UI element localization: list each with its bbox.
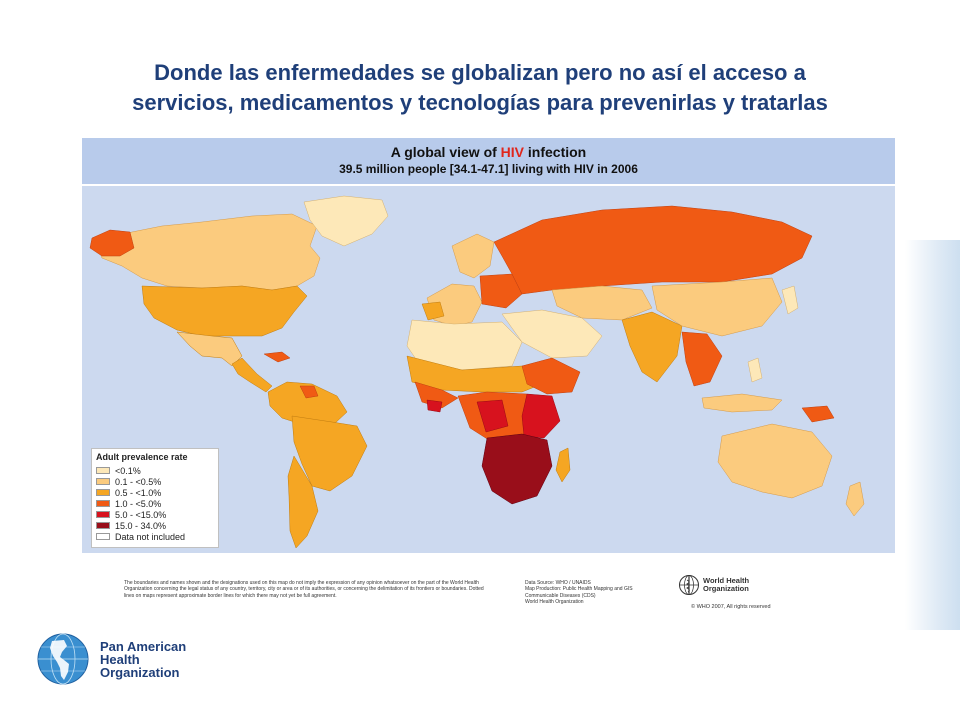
- region-japan-korea: [781, 285, 799, 315]
- region-spain-portugal: [421, 301, 445, 321]
- who-name-line1: World Health: [703, 576, 750, 585]
- region-mexico: [176, 331, 243, 367]
- region-south-america-north: [267, 381, 348, 427]
- legend-label: 5.0 - <15.0%: [115, 509, 167, 520]
- legend-item: 15.0 - 34.0%: [96, 520, 214, 531]
- region-horn-of-africa: [521, 357, 581, 395]
- legend-label: Data not included: [115, 531, 186, 542]
- region-central-asia: [551, 285, 653, 321]
- legend-label: 1.0 - <5.0%: [115, 498, 162, 509]
- legend-item: 0.5 - <1.0%: [96, 487, 214, 498]
- hiv-map-panel: A global view of HIV infection 39.5 mill…: [82, 138, 895, 553]
- region-central-africa-high: [476, 399, 509, 433]
- copyright: © WHO 2007, All rights reserved: [691, 604, 771, 610]
- map-title-highlight: HIV: [500, 144, 525, 160]
- region-greenland: [303, 195, 389, 247]
- region-middle-east: [501, 309, 603, 359]
- region-usa: [141, 285, 308, 337]
- region-south-america-south: [287, 455, 319, 549]
- who-emblem-icon: [679, 575, 699, 595]
- map-title-prefix: A global view of: [390, 144, 501, 160]
- legend-swatch: [96, 489, 110, 496]
- region-brazil: [291, 415, 368, 492]
- region-china: [651, 277, 783, 337]
- region-east-africa: [521, 393, 561, 439]
- map-header: A global view of HIV infection 39.5 mill…: [82, 138, 895, 186]
- world-map: [89, 195, 865, 549]
- legend-label: 0.1 - <0.5%: [115, 476, 162, 487]
- region-guyana: [299, 385, 319, 399]
- legend-label: 0.5 - <1.0%: [115, 487, 162, 498]
- americas-globe-icon: [37, 633, 89, 685]
- slide-title: Donde las enfermedades se globalizan per…: [40, 58, 920, 118]
- source-line: Communicable Diseases (CDS): [525, 592, 596, 599]
- region-philippines: [747, 357, 763, 383]
- region-alaska: [89, 229, 135, 257]
- org-name-line2: Health: [100, 651, 140, 667]
- region-scandinavia: [451, 233, 495, 279]
- map-title-suffix: infection: [524, 144, 587, 160]
- legend-item: 1.0 - <5.0%: [96, 498, 214, 509]
- region-australia: [717, 423, 833, 499]
- who-logo: World Health Organization: [678, 574, 749, 596]
- legend-item: <0.1%: [96, 465, 214, 476]
- data-source: Data Source: WHO / UNAIDS Map Production…: [525, 580, 665, 606]
- map-footer: The boundaries and names shown and the d…: [82, 560, 895, 628]
- legend: Adult prevalence rate <0.1% 0.1 - <0.5% …: [91, 448, 219, 548]
- decorative-stripe: [905, 240, 960, 630]
- source-line: Data Source: WHO / UNAIDS: [525, 580, 591, 586]
- source-line: Map Production: Public Health Mapping an…: [525, 586, 633, 593]
- legend-swatch: [96, 522, 110, 529]
- legend-swatch: [96, 511, 110, 518]
- region-new-zealand: [845, 481, 865, 517]
- legend-label: <0.1%: [115, 465, 141, 476]
- region-caribbean: [263, 351, 291, 363]
- legend-label: 15.0 - 34.0%: [115, 520, 167, 531]
- region-south-asia: [621, 311, 683, 383]
- region-west-africa-coast: [414, 381, 459, 409]
- legend-item: Data not included: [96, 531, 214, 542]
- region-central-america: [231, 357, 273, 393]
- legend-swatch: [96, 500, 110, 507]
- region-papua-new-guinea: [801, 405, 835, 423]
- map-title: A global view of HIV infection: [82, 144, 895, 160]
- organization-name: Pan American Health Organization: [100, 640, 186, 679]
- region-southeast-asia: [681, 331, 723, 387]
- region-indonesia: [701, 393, 783, 413]
- region-eastern-europe: [479, 273, 523, 309]
- region-canada: [95, 213, 321, 291]
- legend-item: 5.0 - <15.0%: [96, 509, 214, 520]
- slide-title-line2: servicios, medicamentos y tecnologías pa…: [132, 90, 828, 115]
- legend-title: Adult prevalence rate: [96, 452, 188, 462]
- region-north-africa: [406, 319, 523, 371]
- who-name: World Health Organization: [703, 577, 749, 593]
- region-cote-divoire: [426, 399, 443, 413]
- legend-swatch: [96, 478, 110, 485]
- org-name-line3: Organization: [100, 664, 180, 680]
- region-southern-africa: [481, 433, 553, 505]
- map-subtitle: 39.5 million people [34.1-47.1] living w…: [339, 162, 638, 176]
- region-russia: [493, 205, 813, 295]
- region-madagascar: [555, 447, 571, 483]
- slide-title-line1: Donde las enfermedades se globalizan per…: [154, 60, 806, 85]
- legend-swatch: [96, 467, 110, 474]
- paho-logo: Pan American Health Organization: [36, 632, 186, 686]
- org-name-line1: Pan American: [100, 638, 187, 654]
- who-name-line2: Organization: [703, 584, 749, 593]
- source-line: World Health Organization: [525, 599, 584, 606]
- legend-swatch: [96, 533, 110, 540]
- legend-item: 0.1 - <0.5%: [96, 476, 214, 487]
- disclaimer-text: The boundaries and names shown and the d…: [124, 580, 484, 599]
